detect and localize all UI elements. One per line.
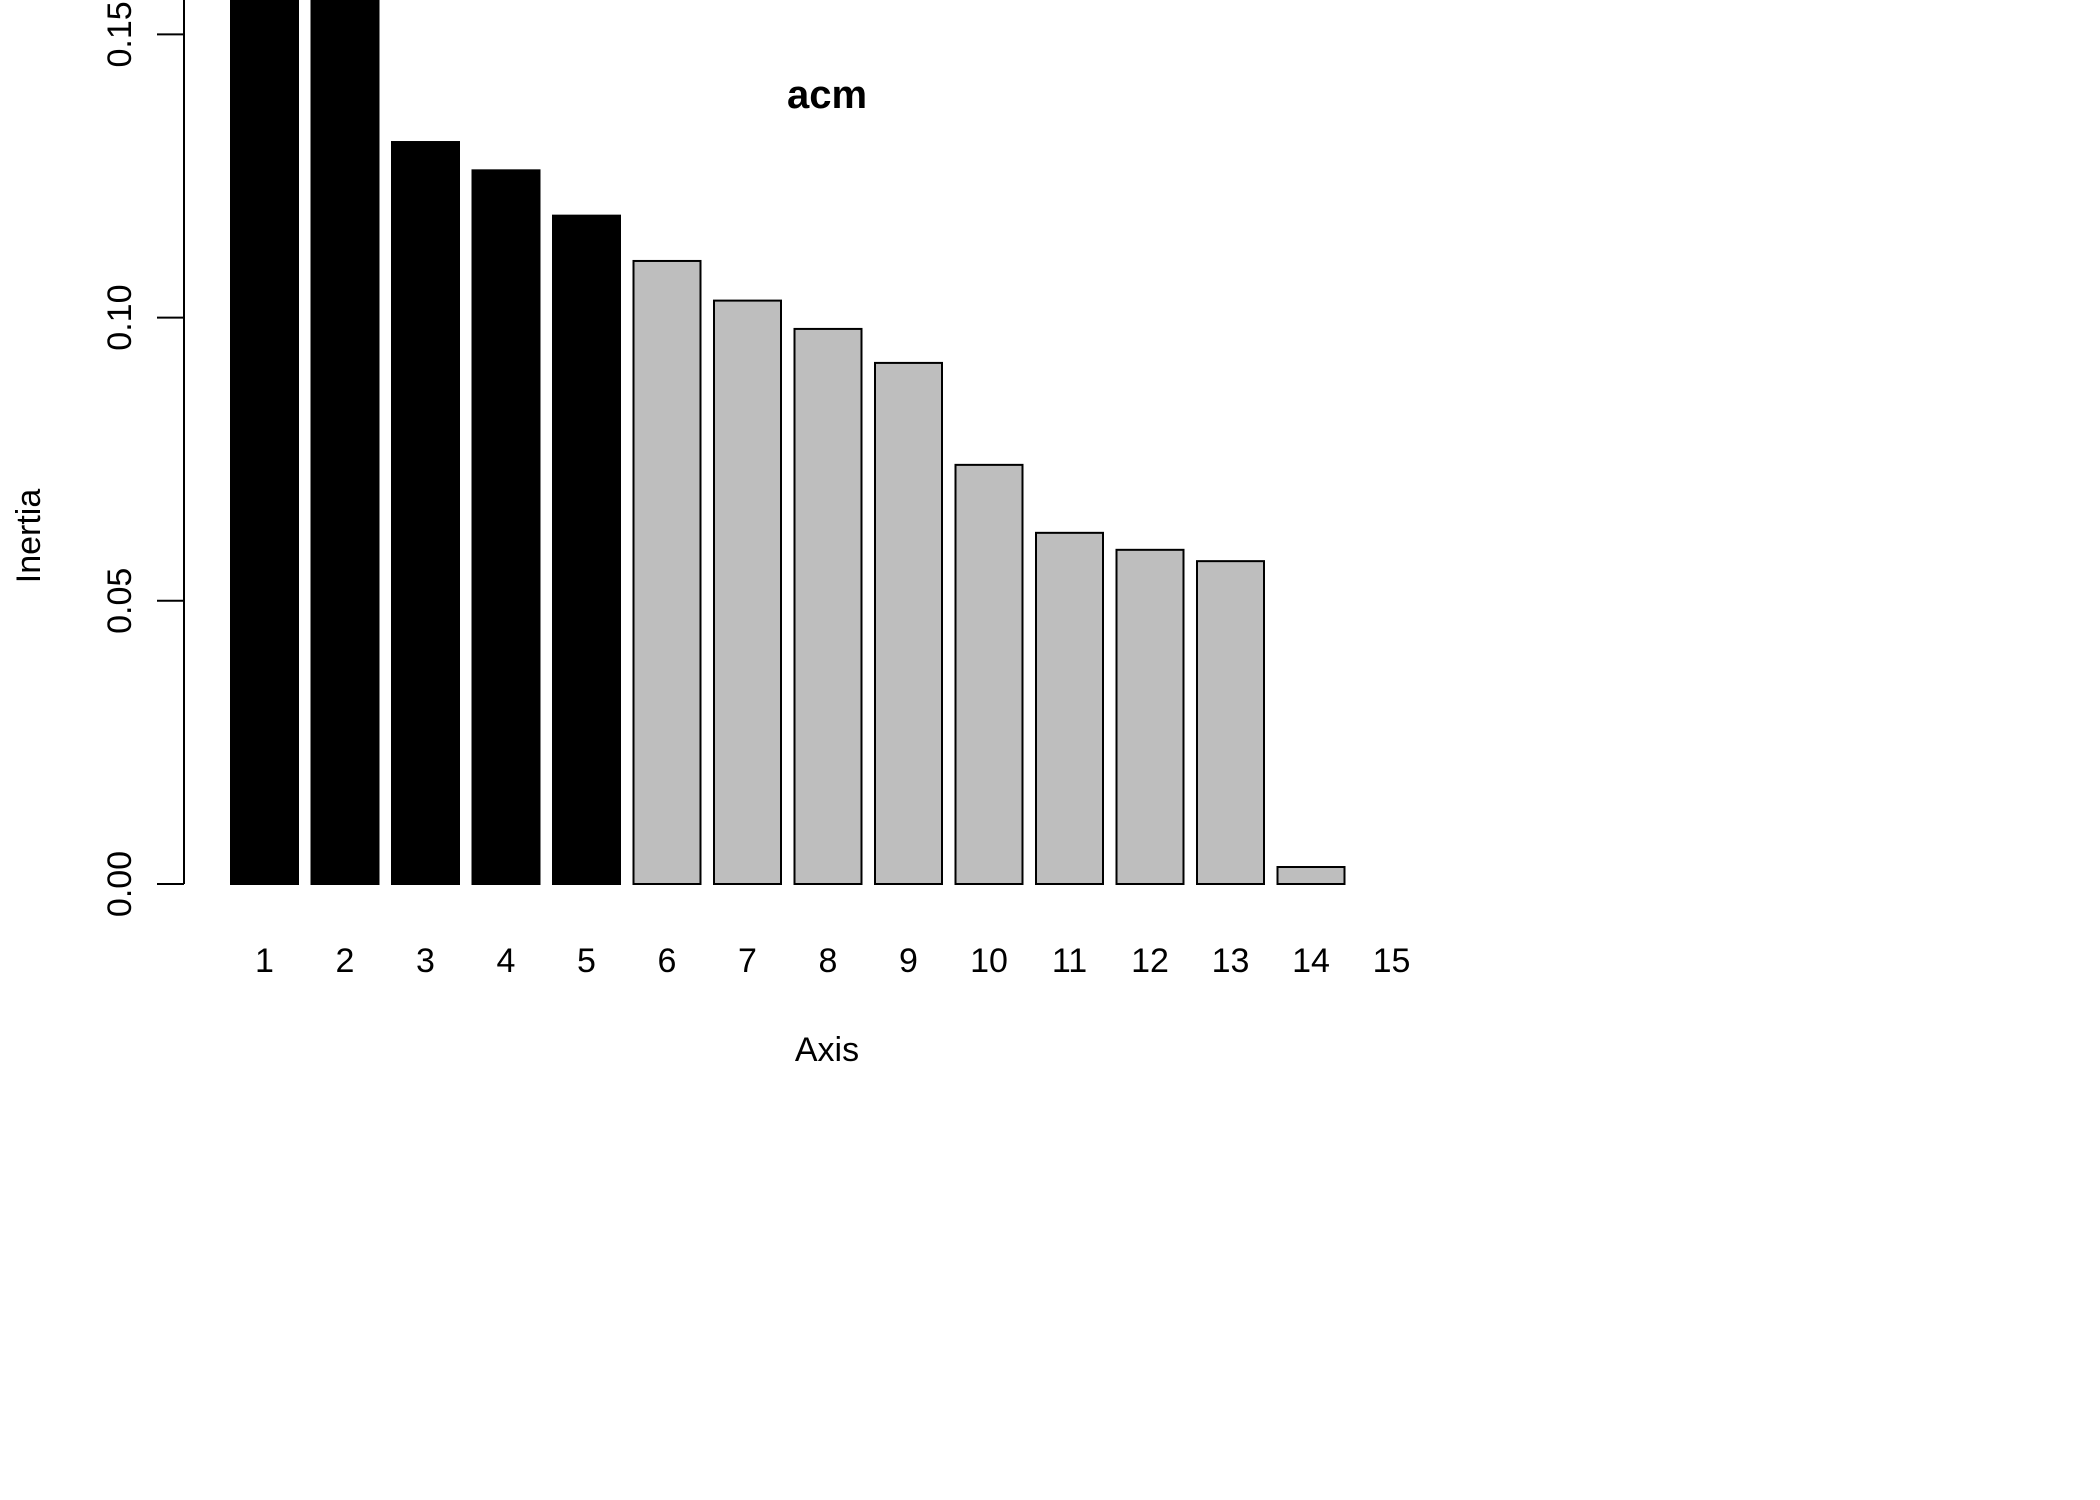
y-axis: 0.000.050.100.150.20	[101, 0, 185, 917]
x-tick-label: 9	[899, 942, 918, 980]
chart-svg: acm Axis Inertia 0.000.050.100.150.20 12…	[10, 0, 1410, 1069]
x-tick-label: 7	[738, 942, 757, 980]
bar-7	[713, 299, 782, 886]
bar-14	[1276, 866, 1346, 885]
x-tick-label: 3	[416, 942, 435, 980]
x-tick-label: 4	[497, 942, 516, 980]
x-tick-label: 8	[819, 942, 838, 980]
y-tick-label: 0.05	[101, 568, 139, 634]
bar-3	[391, 141, 460, 886]
x-tick-label: 10	[970, 942, 1008, 980]
y-axis-label: Inertia	[10, 489, 48, 584]
chart-title: acm	[787, 73, 867, 117]
x-tick-label: 12	[1131, 942, 1169, 980]
y-tick-label: 0.10	[101, 285, 139, 351]
bar-8	[793, 327, 863, 886]
bar-5	[552, 214, 621, 885]
y-tick-label: 0.15	[101, 1, 139, 67]
bar-1	[230, 0, 299, 885]
bar-13	[1196, 560, 1265, 885]
bar-9	[874, 361, 943, 885]
x-tick-label: 15	[1373, 942, 1411, 980]
bar-12	[1115, 548, 1185, 885]
bars-group	[230, 0, 1346, 886]
x-tick-label: 13	[1212, 942, 1250, 980]
x-tick-label: 2	[336, 942, 355, 980]
scree-bar-chart: acm Axis Inertia 0.000.050.100.150.20 12…	[10, 0, 1410, 1069]
bar-11	[1035, 531, 1104, 885]
x-tick-label: 5	[577, 942, 596, 980]
x-tick-labels: 1 2 3 4 5 6 7 8 9 10 11 12 13 14 15	[255, 942, 1410, 980]
x-tick-label: 1	[255, 942, 274, 980]
x-axis-label: Axis	[795, 1031, 859, 1069]
bar-10	[954, 463, 1024, 885]
bar-6	[632, 259, 702, 885]
bar-2	[310, 0, 380, 885]
bar-4	[471, 169, 541, 885]
x-tick-label: 6	[658, 942, 677, 980]
y-tick-label: 0.00	[101, 851, 139, 917]
x-tick-label: 14	[1292, 942, 1330, 980]
x-tick-label: 11	[1052, 942, 1087, 980]
